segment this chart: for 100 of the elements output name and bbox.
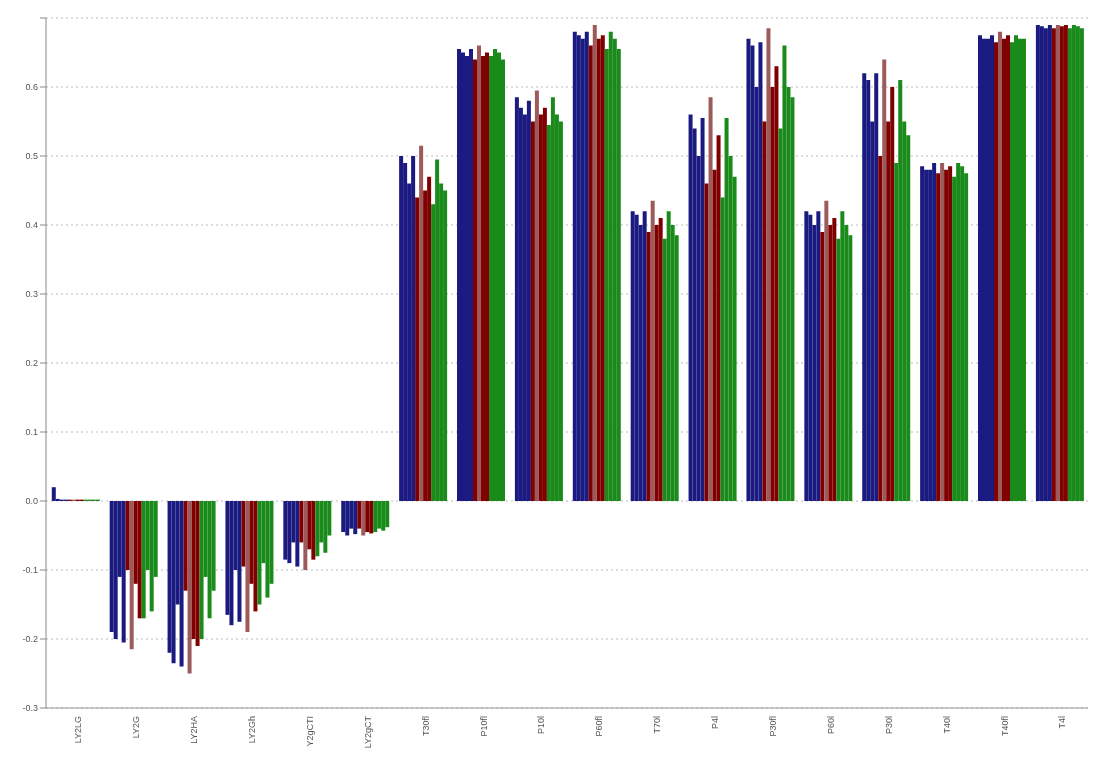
bar xyxy=(1059,26,1064,501)
bar xyxy=(1075,26,1080,501)
bar xyxy=(542,107,547,501)
bar xyxy=(608,31,613,501)
bar xyxy=(526,100,531,501)
bar xyxy=(369,501,374,534)
bar xyxy=(724,118,729,501)
bar xyxy=(514,97,519,501)
x-tick-label: T30fl xyxy=(420,716,431,737)
y-tick-label: 0.5 xyxy=(25,151,38,162)
bar xyxy=(481,55,486,501)
x-tick-label: LY2gCT xyxy=(362,715,373,749)
x-tick-label: T4l xyxy=(1057,716,1068,729)
bar xyxy=(1047,24,1052,501)
bar xyxy=(920,166,925,501)
bar xyxy=(315,501,320,557)
bar xyxy=(600,35,605,501)
bar xyxy=(149,501,154,612)
bar xyxy=(1039,26,1044,501)
bar xyxy=(820,231,825,501)
bar xyxy=(762,121,767,501)
bar xyxy=(708,97,713,501)
bar xyxy=(688,114,693,501)
x-tick-label: P4l xyxy=(710,716,721,730)
bar xyxy=(816,211,821,501)
bar xyxy=(415,197,420,501)
bar xyxy=(141,501,146,619)
bar xyxy=(658,218,663,501)
bar xyxy=(944,169,949,501)
bar xyxy=(361,501,366,536)
x-tick-label: LY2Gh xyxy=(247,716,257,744)
bar xyxy=(179,501,184,667)
bar xyxy=(1079,28,1084,501)
bar xyxy=(469,49,474,501)
y-tick-label: 0.1 xyxy=(25,427,38,438)
bar xyxy=(978,35,983,501)
bar xyxy=(171,501,176,664)
bar xyxy=(940,162,945,501)
bar xyxy=(530,121,535,501)
bar xyxy=(1063,24,1068,501)
x-tick-label: T40fl xyxy=(999,716,1010,737)
bar xyxy=(345,501,350,536)
x-tick-label: P10l xyxy=(536,716,547,735)
bar xyxy=(187,501,192,674)
bar xyxy=(650,200,655,501)
bar xyxy=(377,501,382,529)
x-tick-label: P10fl xyxy=(478,716,489,737)
bar xyxy=(323,501,328,553)
bar xyxy=(960,166,965,501)
bar xyxy=(1006,35,1011,501)
bar xyxy=(245,501,250,633)
bar xyxy=(666,211,671,501)
bar xyxy=(862,73,867,501)
y-tick-label: 0.3 xyxy=(25,289,38,300)
bar xyxy=(936,173,941,501)
x-tick-label: LY2G xyxy=(131,716,142,739)
bar xyxy=(257,501,262,605)
bar xyxy=(1071,24,1076,501)
bar xyxy=(381,501,386,531)
bar xyxy=(373,501,378,533)
bar xyxy=(121,501,126,643)
bar xyxy=(994,42,999,501)
bar xyxy=(932,162,937,501)
bar xyxy=(129,501,134,650)
bar xyxy=(299,501,304,543)
bar xyxy=(882,59,887,501)
bar xyxy=(990,35,995,501)
bar xyxy=(874,73,879,501)
bar xyxy=(630,211,635,501)
bar xyxy=(477,45,482,501)
bar xyxy=(113,501,118,639)
bar xyxy=(534,90,539,501)
x-tick-label: P60fl xyxy=(594,716,605,737)
bar xyxy=(982,38,987,501)
bar xyxy=(890,87,895,501)
bar xyxy=(199,501,204,639)
bar xyxy=(716,135,721,501)
x-tick-label: Y2gCTI xyxy=(304,716,315,747)
bar xyxy=(1051,28,1056,501)
bar xyxy=(948,166,953,501)
y-tick-label: 0.4 xyxy=(25,220,38,231)
x-tick-label: P30l xyxy=(883,716,894,735)
bar xyxy=(592,24,597,501)
bar xyxy=(419,145,424,501)
bar xyxy=(646,231,651,501)
x-tick-label: P60l xyxy=(825,716,836,735)
bar xyxy=(493,49,498,501)
bar xyxy=(283,501,288,560)
bar xyxy=(898,80,903,501)
bar xyxy=(311,501,316,560)
bar xyxy=(435,159,440,501)
bar xyxy=(457,49,462,501)
bar xyxy=(51,487,56,501)
bar xyxy=(411,156,416,501)
bar xyxy=(497,52,502,501)
y-tick-label: -0.3 xyxy=(22,703,38,714)
bar xyxy=(485,52,490,501)
bar xyxy=(195,501,200,646)
bar xyxy=(998,31,1003,501)
bar xyxy=(642,211,647,501)
